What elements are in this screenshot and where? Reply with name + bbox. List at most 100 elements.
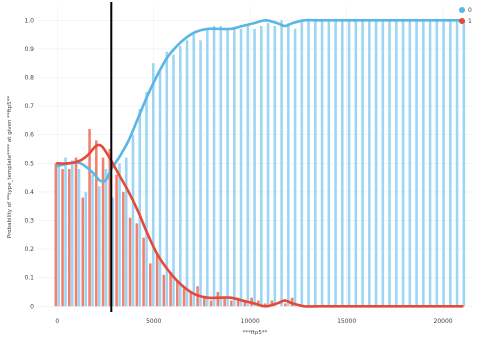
legend-marker-1[interactable] (459, 18, 465, 24)
bar-series-0[interactable] (374, 20, 378, 307)
bar-series-0[interactable] (212, 26, 216, 307)
bar-series-1[interactable] (95, 140, 98, 307)
curve-series-0[interactable] (55, 18, 464, 184)
bar-series-0[interactable] (293, 28, 297, 307)
bar-series-0[interactable] (138, 108, 142, 307)
bar-series-1[interactable] (122, 191, 125, 307)
bar-series-0[interactable] (354, 20, 358, 307)
bar-series-0[interactable] (428, 20, 432, 307)
bar-series-0[interactable] (320, 20, 324, 307)
bar-series-0[interactable] (300, 20, 304, 307)
bar-series-1[interactable] (243, 300, 247, 307)
bar-series-0[interactable] (57, 166, 61, 307)
bar-series-0[interactable] (287, 23, 290, 307)
bar-series-0[interactable] (77, 169, 81, 307)
bar-series-0[interactable] (401, 20, 405, 307)
bar-series-0[interactable] (395, 20, 398, 307)
bar-series-1[interactable] (162, 274, 166, 307)
bar-series-1[interactable] (128, 217, 132, 307)
bar-series-0[interactable] (226, 28, 229, 307)
bar-series-0[interactable] (185, 40, 189, 307)
bar-series-1[interactable] (270, 300, 274, 307)
bar-series-0[interactable] (152, 63, 155, 307)
bar-series-0[interactable] (219, 26, 223, 307)
legend-label-0[interactable]: 0 (468, 7, 472, 14)
bar-series-0[interactable] (172, 54, 175, 307)
bar-series-1[interactable] (74, 157, 78, 307)
bar-series-0[interactable] (442, 20, 445, 307)
bar-series-0[interactable] (118, 163, 121, 307)
bar-series-0[interactable] (307, 20, 310, 307)
bar-series-0[interactable] (206, 28, 209, 307)
bar-series-0[interactable] (253, 28, 256, 307)
bar-series-1[interactable] (203, 297, 206, 307)
bar-series-0[interactable] (347, 20, 351, 307)
bar-series-1[interactable] (236, 297, 240, 307)
bar-series-1[interactable] (176, 280, 179, 307)
bar-series-1[interactable] (108, 148, 112, 307)
legend-label-1[interactable]: 1 (468, 18, 472, 25)
bar-series-1[interactable] (61, 169, 64, 307)
bar-series-0[interactable] (455, 20, 459, 307)
bar-series-0[interactable] (111, 197, 115, 307)
bar-series-0[interactable] (64, 157, 67, 307)
bar-series-0[interactable] (91, 174, 94, 307)
bar-series-0[interactable] (435, 20, 439, 307)
bar-series-1[interactable] (169, 271, 172, 307)
bar-series-1[interactable] (149, 263, 152, 307)
bar-series-1[interactable] (135, 223, 139, 307)
bar-series-0[interactable] (462, 20, 466, 307)
bar-series-0[interactable] (246, 26, 250, 307)
bar-series-0[interactable] (449, 20, 452, 307)
bar-series-0[interactable] (334, 20, 337, 307)
bar-series-0[interactable] (266, 23, 270, 307)
bar-series-1[interactable] (284, 303, 287, 307)
bar-series-0[interactable] (158, 71, 162, 307)
y-axis-label: Probability of **type_template**** at gi… (7, 96, 13, 238)
bar-series-1[interactable] (101, 157, 105, 307)
bar-series-0[interactable] (145, 91, 148, 307)
bar-series-1[interactable] (81, 197, 85, 307)
bar-series-1[interactable] (209, 300, 213, 307)
bar-series-0[interactable] (179, 46, 182, 307)
bar-series-1[interactable] (182, 286, 186, 307)
bar-series-0[interactable] (361, 20, 364, 307)
bar-series-0[interactable] (341, 20, 344, 307)
bar-series-0[interactable] (70, 160, 74, 307)
bar-series-1[interactable] (189, 291, 193, 307)
bar-series-0[interactable] (273, 26, 277, 307)
bar-series-0[interactable] (239, 28, 243, 307)
bar-series-0[interactable] (131, 134, 135, 307)
bar-series-0[interactable] (280, 20, 283, 307)
bar-series-0[interactable] (233, 28, 236, 307)
legend[interactable]: 01 (459, 7, 472, 25)
bar-series-0[interactable] (408, 20, 412, 307)
bar-series-1[interactable] (230, 300, 233, 307)
bar-series-1[interactable] (142, 237, 145, 307)
bar-series-0[interactable] (368, 20, 371, 307)
bar-series-1[interactable] (54, 163, 58, 307)
bar-series-0[interactable] (98, 186, 101, 307)
bar-series-0[interactable] (125, 157, 128, 307)
bar-series-0[interactable] (199, 40, 202, 307)
legend-marker-0[interactable] (459, 7, 465, 13)
bar-series-0[interactable] (165, 51, 169, 307)
bar-series-0[interactable] (84, 191, 88, 307)
bar-series-0[interactable] (327, 20, 331, 307)
bar-series-0[interactable] (104, 169, 108, 307)
bar-series-1[interactable] (216, 291, 220, 307)
bar-series-1[interactable] (223, 297, 226, 307)
bar-series-1[interactable] (68, 169, 71, 307)
curve-series-1[interactable] (55, 143, 464, 308)
bar-series-0[interactable] (314, 20, 317, 307)
bar-series-1[interactable] (263, 303, 267, 307)
bar-series-0[interactable] (388, 20, 391, 307)
bar-series-0[interactable] (415, 20, 418, 307)
bar-series-0[interactable] (422, 20, 425, 307)
bar-series-0[interactable] (381, 20, 385, 307)
bar-series-1[interactable] (115, 174, 118, 307)
bar-series-0[interactable] (192, 34, 196, 307)
bar-series-1[interactable] (88, 128, 91, 307)
bar-series-0[interactable] (260, 26, 263, 307)
bar-series-1[interactable] (155, 254, 159, 307)
